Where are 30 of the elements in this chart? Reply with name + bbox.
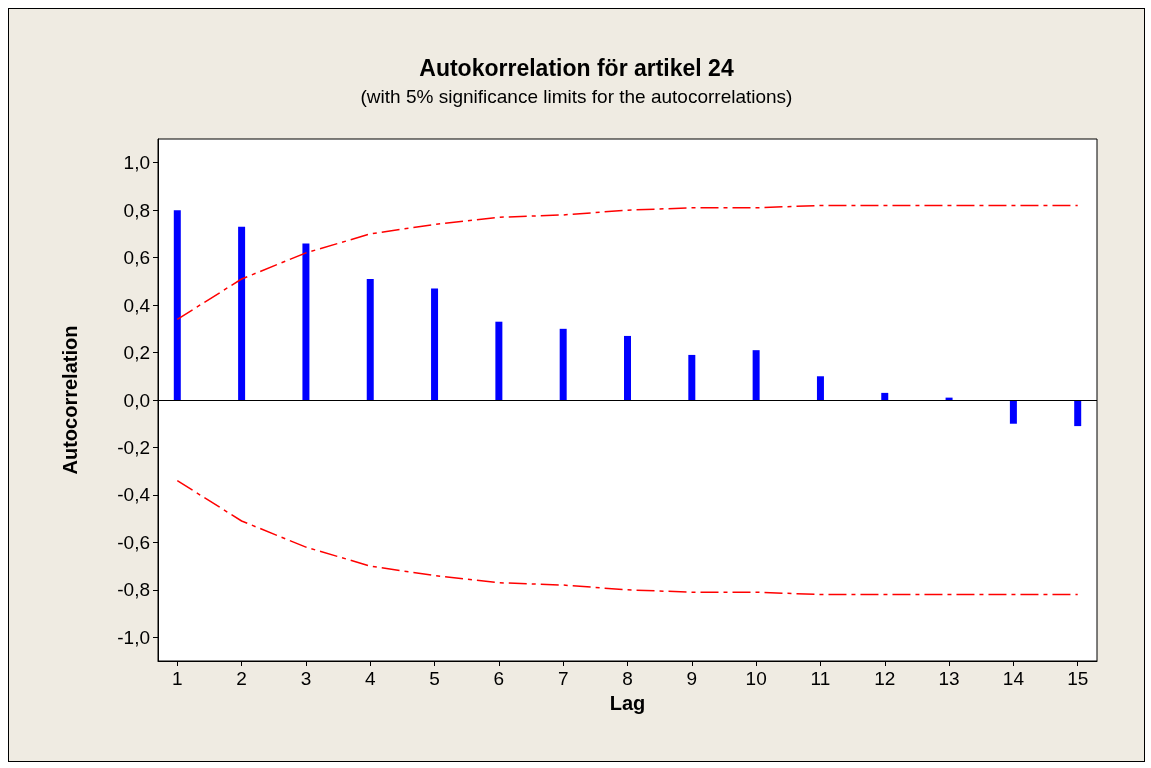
y-tick-label: 0,4 [123,294,151,316]
y-tick-label: 0,6 [123,247,150,269]
x-tick-label: 8 [622,668,633,689]
x-tick-label: 7 [557,668,569,689]
x-tick-label: 13 [938,668,960,689]
y-tick-label: 0,2 [123,342,150,364]
x-tick-label: 3 [300,668,312,689]
x-tick-label: 1 [172,668,183,689]
y-tick-label: -0,2 [117,436,150,458]
chart-title: Autokorrelation för artikel 24 [419,54,734,81]
x-tick-label: 14 [1002,668,1025,689]
x-tick-label: 4 [364,668,376,689]
x-tick-label: 9 [686,668,698,689]
y-tick-label: 0,8 [123,199,150,221]
y-tick-label: -0,6 [117,531,150,553]
y-tick-label: -1,0 [117,626,150,648]
y-tick-label: 1,0 [123,152,150,174]
chart-subtitle: (with 5% significance limits for the autocorrelations) [360,86,793,107]
x-tick-label: 11 [810,668,831,689]
y-tick-label: -0,8 [117,579,150,601]
x-tick-label: 6 [493,668,505,689]
x-tick-label: 10 [745,668,767,689]
y-axis-title: Autocorrelation [59,325,81,475]
y-tick-label: -0,4 [117,484,151,506]
x-tick-label: 15 [1067,668,1089,689]
x-tick-label: 5 [429,668,440,689]
x-tick-label: 2 [236,668,247,689]
x-axis-title: Lag [609,692,646,714]
x-tick-label: 12 [874,668,896,689]
y-tick-label: 0,0 [123,389,150,411]
